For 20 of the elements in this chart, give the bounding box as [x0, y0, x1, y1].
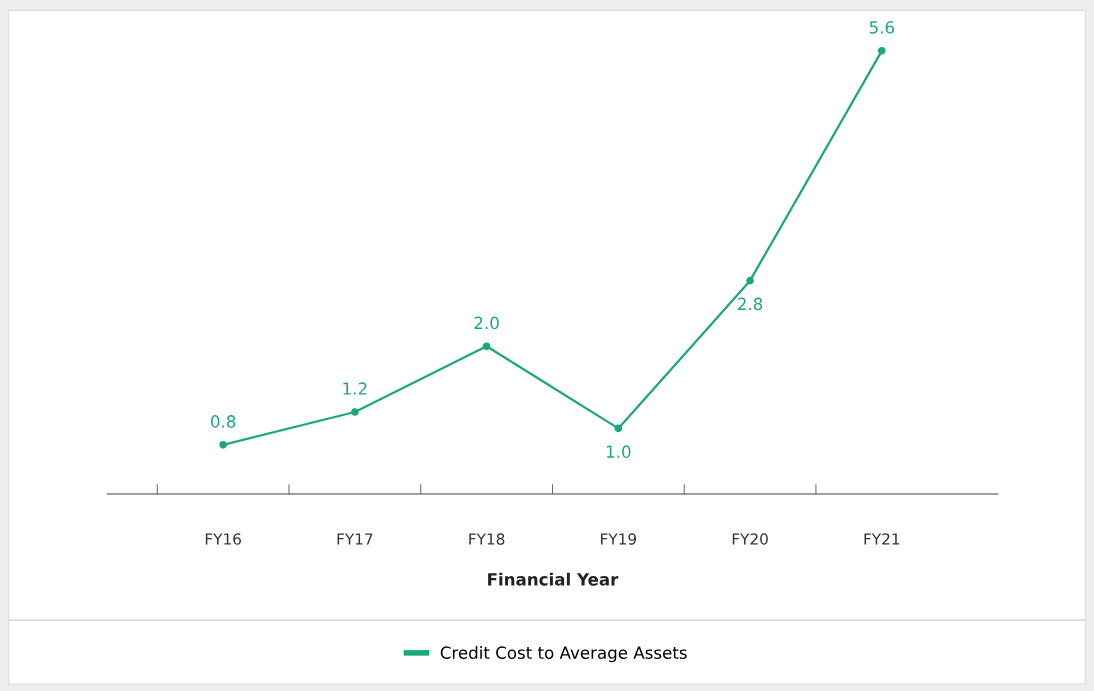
x-tick-label: FY16	[205, 533, 241, 545]
data-label: 1.2	[343, 382, 367, 395]
x-axis-title: Financial Year	[488, 572, 619, 586]
data-label: 0.8	[210, 415, 236, 428]
x-tick-label: FY17	[337, 533, 373, 545]
x-tick-label: FY19	[601, 533, 637, 545]
data-label: 1.0	[606, 445, 631, 458]
x-tick-label: FY20	[732, 533, 768, 545]
point	[614, 424, 623, 433]
point	[482, 342, 491, 351]
x-tick-label: FY18	[469, 533, 505, 545]
x-tick-label: FY21	[864, 533, 900, 545]
point	[219, 440, 227, 449]
point	[877, 46, 886, 55]
data-label: 5.6	[869, 21, 895, 34]
data-label: 2.0	[474, 316, 499, 330]
point	[351, 408, 359, 416]
legend-label: Credit Cost to Average Assets	[440, 646, 687, 663]
data-label: 2.8	[738, 297, 763, 311]
point	[746, 276, 754, 285]
